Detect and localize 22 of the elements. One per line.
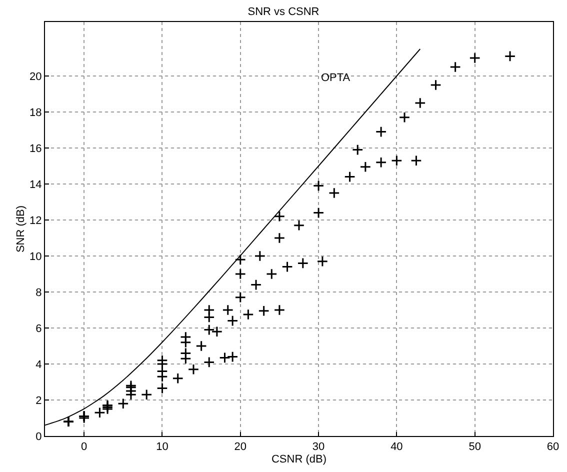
y-tick-label: 12	[30, 214, 42, 227]
x-tick-label: 30	[312, 441, 325, 454]
chart-title: SNR vs CSNR	[248, 6, 320, 18]
x-tick-label: 10	[156, 441, 168, 454]
y-tick-label: 18	[30, 106, 42, 119]
x-tick-label: 60	[546, 441, 560, 454]
y-tick-label: 16	[30, 142, 42, 155]
y-tick-label: 4	[36, 358, 42, 371]
y-tick-label: 8	[36, 286, 42, 299]
x-tick-label: 50	[468, 441, 481, 454]
y-tick-label: 2	[36, 394, 42, 407]
y-tick-label: 14	[30, 178, 42, 191]
y-tick-label: 20	[30, 70, 42, 83]
y-tick-label: 0	[36, 430, 42, 443]
x-tick-label: 40	[390, 441, 403, 454]
x-tick-label: 20	[234, 441, 247, 454]
x-axis-title: CSNR (dB)	[271, 453, 327, 466]
y-tick-label: 10	[30, 250, 42, 263]
y-axis-title: SNR (dB)	[15, 205, 28, 253]
y-tick-label: 6	[36, 322, 42, 335]
annotation: OPTA	[321, 72, 351, 84]
x-tick-label: 0	[81, 441, 88, 454]
